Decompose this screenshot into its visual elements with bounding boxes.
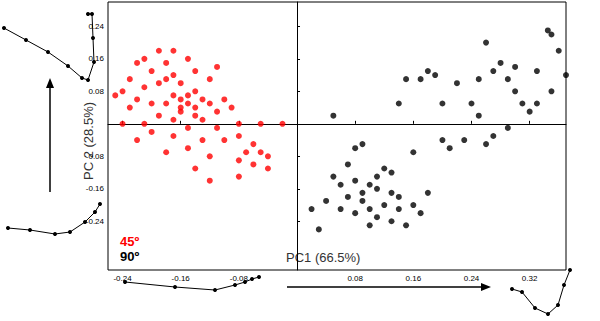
svg-text:-0.08: -0.08 (86, 152, 105, 161)
svg-text:45º: 45º (120, 234, 139, 249)
svg-text:-0.24: -0.24 (86, 217, 105, 226)
svg-text:PC 2 (28.5%): PC 2 (28.5%) (81, 102, 96, 180)
svg-text:0.24: 0.24 (88, 22, 104, 31)
svg-text:0.16: 0.16 (88, 54, 104, 63)
svg-text:0.08: 0.08 (88, 87, 104, 96)
svg-text:0.16: 0.16 (406, 274, 422, 283)
svg-text:-0.08: -0.08 (230, 274, 249, 283)
svg-text:-0.16: -0.16 (86, 184, 105, 193)
svg-text:-0.24: -0.24 (113, 274, 132, 283)
svg-text:0.08: 0.08 (347, 274, 363, 283)
svg-text:-0.16: -0.16 (172, 274, 191, 283)
svg-text:PC1 (66.5%): PC1 (66.5%) (286, 250, 361, 265)
svg-text:0.24: 0.24 (464, 274, 480, 283)
svg-text:90º: 90º (120, 249, 139, 264)
svg-text:0.32: 0.32 (522, 274, 538, 283)
